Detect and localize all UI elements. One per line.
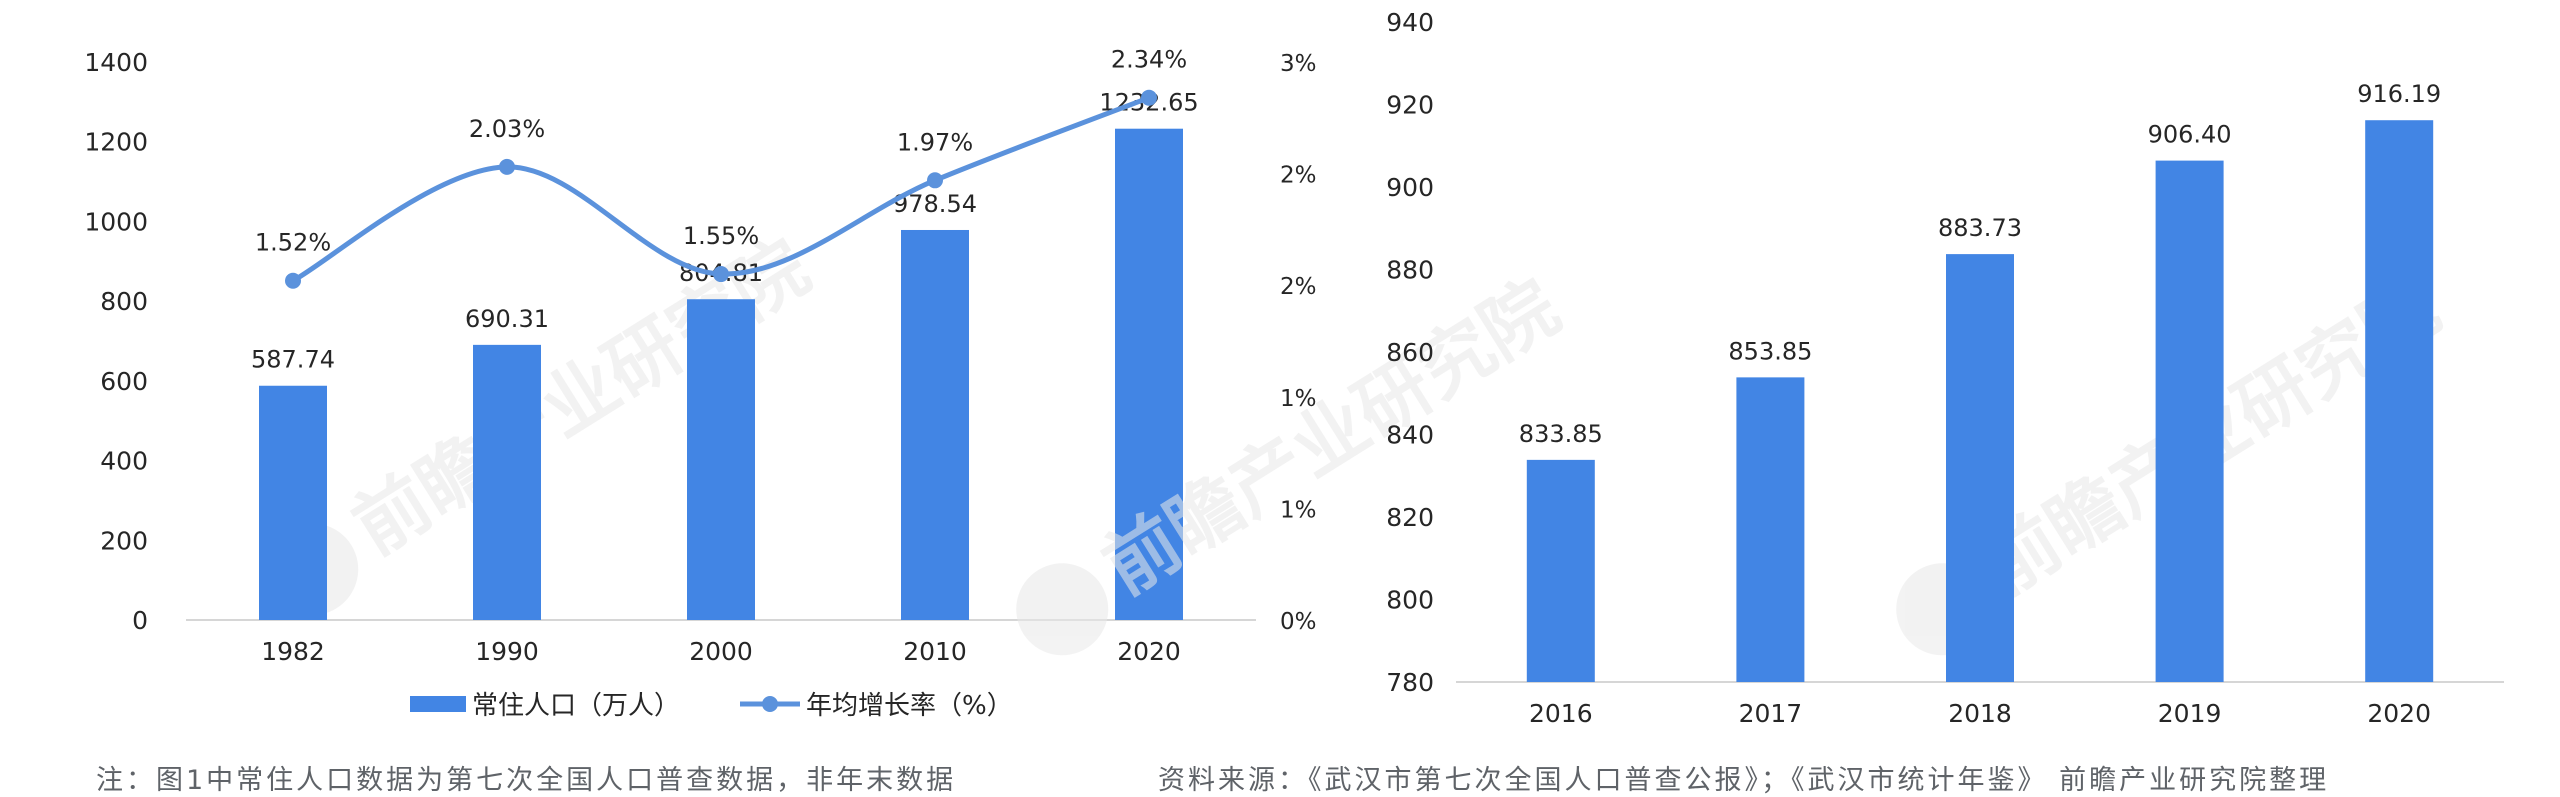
footnote-left: 注：图1中常住人口数据为第七次全国人口普查数据，非年末数据 <box>96 765 957 796</box>
growth-rate-point <box>285 272 301 289</box>
y-left-tick-label: 200 <box>100 526 148 555</box>
y-left-tick-label: 600 <box>100 367 148 396</box>
bar-data-label: 916.19 <box>2357 80 2441 108</box>
bar <box>1115 128 1183 620</box>
y-left-tick-label: 0 <box>132 606 148 635</box>
bar-data-label: 587.74 <box>251 346 335 374</box>
bar-data-label: 690.31 <box>465 305 549 333</box>
bar <box>1736 377 1805 682</box>
growth-rate-point <box>927 172 943 189</box>
bar <box>259 385 327 620</box>
bar <box>1946 254 2014 682</box>
growth-rate-point <box>499 158 515 175</box>
bar <box>2155 160 2224 683</box>
footnote-source: 资料来源：《武汉市第七次全国人口普查公报》；《武汉市统计年鉴》 前瞻产业研究院整… <box>1158 765 2330 796</box>
legend-line-label: 年均增长率（%） <box>806 691 1013 721</box>
y-right-tick-label: 1% <box>1280 497 1317 523</box>
x-tick-label: 2010 <box>903 637 967 666</box>
x-tick-label: 2017 <box>1739 699 1803 728</box>
bar-data-label: 853.85 <box>1728 337 1812 365</box>
y-tick-label: 860 <box>1386 338 1434 367</box>
x-tick-label: 1982 <box>261 637 325 666</box>
y-right-tick-label: 0% <box>1280 609 1317 635</box>
y-left-tick-label: 1200 <box>84 128 148 157</box>
growth-rate-point <box>713 266 729 283</box>
population-growth-chart: 前瞻产业研究院02004006008001000120014000%1%1%2%… <box>84 46 1316 721</box>
x-tick-label: 2016 <box>1529 699 1593 728</box>
bar-data-label: 833.85 <box>1519 420 1603 448</box>
y-left-tick-label: 1400 <box>84 48 148 77</box>
watermark-logo-icon <box>1016 563 1109 656</box>
growth-rate-point <box>1141 89 1157 106</box>
y-left-tick-label: 800 <box>100 287 148 316</box>
legend-bar-swatch <box>410 696 466 712</box>
bar <box>1526 459 1595 682</box>
bar <box>687 299 755 620</box>
y-tick-label: 780 <box>1386 668 1434 697</box>
growth-rate-label: 1.55% <box>683 222 759 250</box>
x-tick-label: 1990 <box>475 637 539 666</box>
y-tick-label: 920 <box>1386 91 1434 120</box>
growth-rate-label: 1.97% <box>897 128 973 156</box>
bar <box>473 344 541 620</box>
x-tick-label: 2020 <box>1117 637 1181 666</box>
legend-line-marker <box>762 696 778 712</box>
growth-rate-label: 2.03% <box>469 115 545 143</box>
growth-rate-label: 2.34% <box>1111 46 1187 74</box>
growth-rate-line <box>291 95 1150 283</box>
bar <box>2365 120 2434 682</box>
y-right-tick-label: 3% <box>1280 51 1317 77</box>
legend-bar-label: 常住人口（万人） <box>472 691 680 721</box>
bar <box>901 229 969 620</box>
y-left-tick-label: 400 <box>100 447 148 476</box>
x-tick-label: 2018 <box>1948 699 2012 728</box>
y-right-tick-label: 1% <box>1280 386 1317 412</box>
growth-rate-label: 1.52% <box>255 229 331 257</box>
y-right-tick-label: 2% <box>1280 163 1317 189</box>
y-left-tick-label: 1000 <box>84 207 148 236</box>
bar-data-label: 906.40 <box>2148 121 2232 149</box>
y-tick-label: 800 <box>1386 586 1434 615</box>
y-tick-label: 840 <box>1386 421 1434 450</box>
x-tick-label: 2020 <box>2367 699 2431 728</box>
y-tick-label: 820 <box>1386 503 1434 532</box>
x-tick-label: 2019 <box>2158 699 2222 728</box>
x-tick-label: 2000 <box>689 637 753 666</box>
y-right-tick-label: 2% <box>1280 274 1317 300</box>
y-tick-label: 900 <box>1386 173 1434 202</box>
y-tick-label: 880 <box>1386 256 1434 285</box>
bar-data-label: 883.73 <box>1938 214 2022 242</box>
y-tick-label: 940 <box>1386 8 1434 37</box>
